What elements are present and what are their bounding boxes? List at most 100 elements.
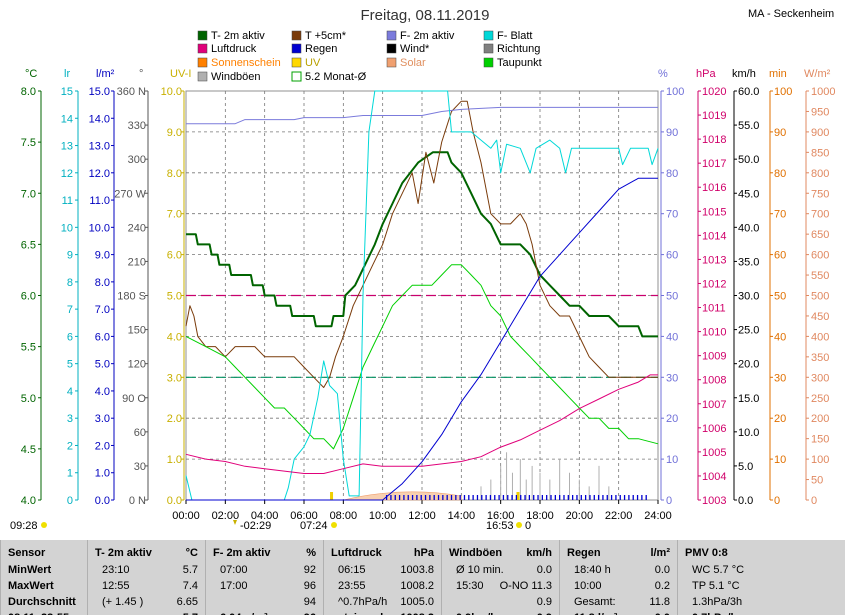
legend-label: F- Blatt bbox=[497, 30, 532, 42]
rain-axis-tick-label: 12.0 bbox=[89, 168, 110, 180]
temp-axis-tick-label: 4.0 bbox=[21, 495, 36, 507]
temp-axis-tick-label: 5.0 bbox=[21, 393, 36, 405]
table-cell-value: 92 bbox=[303, 564, 316, 576]
uv-axis-tick-label: 9.0 bbox=[167, 127, 182, 139]
table-column: Regen l/m² 18:40 h 0.0 10:00 0.2 Gesamt: 11.8 11… bbox=[559, 540, 678, 615]
lux-axis-tick-label: 7 bbox=[67, 304, 73, 316]
time-tick-label: 02:00 bbox=[212, 510, 240, 522]
table-row: 23:55 1008.2 bbox=[324, 578, 442, 595]
uv-axis-tick-label: 8.0 bbox=[167, 168, 182, 180]
chart-title: Freitag, 08.11.2019 bbox=[361, 7, 490, 24]
dir-axis-tick-label: 300 bbox=[128, 154, 146, 166]
rain-axis-tick-label: 11.0 bbox=[89, 195, 110, 207]
lux-axis-tick-label: 9 bbox=[67, 250, 73, 262]
uv-unit: UV-I bbox=[170, 68, 191, 80]
table-cell-value: 0.0 bbox=[536, 564, 552, 576]
table-cell-label: 08.11. 23:55 bbox=[8, 610, 69, 615]
lux-axis-tick-label: 10 bbox=[61, 222, 73, 234]
dir-axis-tick-label: 30 bbox=[134, 461, 146, 473]
dir-axis-tick-label: 60 bbox=[134, 427, 146, 439]
table-cell-label: 1.3hPa/3h bbox=[692, 596, 743, 608]
uv-axis-tick-label: 3.0 bbox=[167, 372, 182, 384]
table-header: Windböen km/h bbox=[442, 545, 560, 562]
table-row: 0.7hPa/h bbox=[678, 610, 845, 615]
table-header: F- 2m aktiv% bbox=[206, 545, 324, 562]
legend-swatch bbox=[386, 43, 397, 54]
pres-axis-tick-label: 1009 bbox=[702, 351, 726, 363]
time-tick-label: 10:00 bbox=[369, 510, 397, 522]
table-row: WC 5.7 °C bbox=[678, 562, 845, 579]
table-header-unit: hPa bbox=[413, 547, 434, 559]
table-cell-label: 23:10 bbox=[102, 564, 130, 576]
table-header-unit: km/h bbox=[526, 547, 552, 559]
table-column: T- 2m aktiv °C 23:10 5.7 12:55 7.4 (+ 1.45 ) 6.… bbox=[87, 540, 206, 615]
lux-axis-tick-label: 6 bbox=[67, 331, 73, 343]
legend-label: Luftdruck bbox=[211, 43, 257, 55]
table-row: ^0.7hPa/h 1005.0 bbox=[324, 594, 442, 611]
table-cell-value: 0.0 bbox=[655, 610, 670, 615]
series-line bbox=[185, 100, 658, 388]
solar-axis-tick-label: 0 bbox=[811, 495, 817, 507]
rain-axis-tick-label: 4.0 bbox=[95, 386, 110, 398]
legend-label: Sonnenschein bbox=[211, 57, 281, 69]
table-cell-label: Gesamt: bbox=[574, 596, 616, 608]
pres-axis-tick-label: 1016 bbox=[702, 182, 726, 194]
table-cell-label: 23:55 bbox=[338, 580, 366, 592]
time-tick-label: 12:00 bbox=[408, 510, 436, 522]
wind-axis-tick-label: 35.0 bbox=[738, 256, 759, 268]
temp-axis-tick-label: 5.5 bbox=[21, 342, 36, 354]
hum-axis-tick-label: 80 bbox=[666, 168, 678, 180]
legend-swatch bbox=[386, 30, 397, 41]
table-row: Durchschnitt bbox=[1, 594, 88, 611]
wind-axis-tick-label: 50.0 bbox=[738, 154, 759, 166]
pres-axis-tick-label: 1012 bbox=[702, 278, 726, 290]
table-cell-value: 1005.0 bbox=[400, 596, 434, 608]
lux-axis-tick-label: 15 bbox=[61, 86, 73, 98]
table-header-label: F- 2m aktiv bbox=[213, 547, 271, 559]
table-cell-label: 06:15 bbox=[338, 564, 366, 576]
table-cell-label: 07:00 bbox=[220, 564, 248, 576]
sun-axis-tick-label: 90 bbox=[774, 127, 786, 139]
dir-axis-tick-label: 150 bbox=[128, 325, 146, 337]
rain-axis-tick-label: 1.0 bbox=[95, 468, 110, 480]
sunset-marker bbox=[516, 492, 520, 500]
legend-label: F- 2m aktiv bbox=[400, 30, 455, 42]
table-row: 15:30 O-NO 11.3 bbox=[442, 578, 560, 595]
rain-axis-tick-label: 3.0 bbox=[95, 413, 110, 425]
dir-axis-tick-label: 210 bbox=[128, 256, 146, 268]
legend-swatch bbox=[386, 57, 397, 68]
table-column: Luftdruck hPa 06:15 1003.8 23:55 1008.2 ^0.7hP… bbox=[323, 540, 442, 615]
sunrise-time: 07:24 bbox=[300, 520, 328, 532]
time-tick-label: 00:00 bbox=[172, 510, 200, 522]
sun-icon bbox=[331, 522, 337, 528]
rain-axis-tick-label: 0.0 bbox=[95, 495, 110, 507]
lux-axis-tick-label: 13 bbox=[61, 141, 73, 153]
table-header-unit: l/m² bbox=[650, 547, 670, 559]
table-cell-label: 10:00 bbox=[574, 580, 602, 592]
temp-axis-tick-label: 4.5 bbox=[21, 444, 36, 456]
legend-swatch bbox=[197, 43, 208, 54]
table-row: Gesamt: 11.8 bbox=[560, 594, 678, 611]
pres-axis-tick-label: 1004 bbox=[702, 471, 726, 483]
solar-area bbox=[343, 491, 462, 501]
hum-axis-tick-label: 0 bbox=[666, 495, 672, 507]
table-header-label: T- 2m aktiv bbox=[95, 547, 152, 559]
table-row: Ø 10 min. 0.0 bbox=[442, 562, 560, 579]
sun-axis-tick-label: 60 bbox=[774, 250, 786, 262]
wind-unit: km/h bbox=[732, 68, 756, 80]
dir-axis-tick-label: 0 N bbox=[129, 495, 146, 507]
table-row: MinWert bbox=[1, 562, 88, 579]
solar-axis-tick-label: 100 bbox=[811, 454, 829, 466]
dir-axis-tick-label: 240 bbox=[128, 222, 146, 234]
table-cell-value: 94 bbox=[303, 596, 316, 608]
table-cell-label: 0.7hPa/h bbox=[692, 610, 737, 615]
pres-axis-tick-label: 1020 bbox=[702, 86, 726, 98]
table-cell-label: Ø 10 min. bbox=[456, 564, 504, 576]
legend-swatch bbox=[483, 30, 494, 41]
table-column: Windböen km/h Ø 10 min. 0.0 15:30 O-NO 11.3 0.… bbox=[441, 540, 560, 615]
solar-axis-tick-label: 150 bbox=[811, 434, 829, 446]
wind-axis-tick-label: 60.0 bbox=[738, 86, 759, 98]
table-cell-value: 0.0 bbox=[654, 564, 670, 576]
solar-axis-tick-label: 50 bbox=[811, 475, 823, 487]
pres-axis-tick-label: 1007 bbox=[702, 399, 726, 411]
